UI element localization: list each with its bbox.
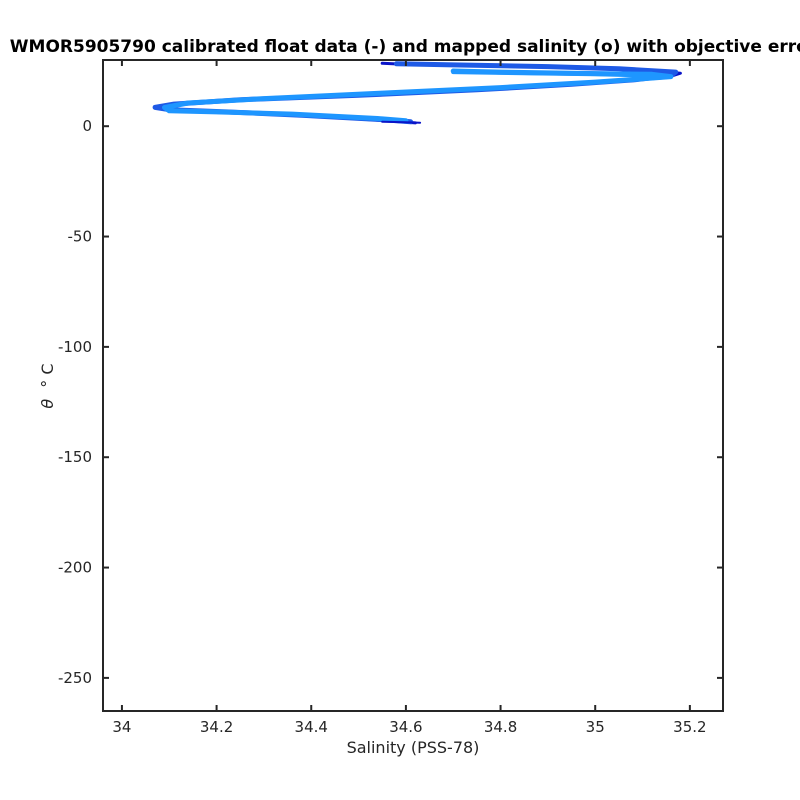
- series-line-5: [381, 120, 422, 124]
- y-axis-label-symbol: θ: [38, 399, 57, 409]
- plot-background: [103, 60, 723, 711]
- y-tick-label: -100: [58, 338, 92, 356]
- chart-title: WMOR5905790 calibrated float data (-) an…: [10, 37, 800, 57]
- x-tick-label: 34.2: [200, 718, 233, 736]
- x-tick-label: 35: [586, 718, 605, 736]
- x-tick-label: 35.2: [673, 718, 706, 736]
- plot-frame: [102, 59, 724, 712]
- x-tick-label: 34: [112, 718, 131, 736]
- y-axis-label: θ ° C: [38, 363, 57, 408]
- y-tick-label: 0: [82, 117, 92, 135]
- x-tick-label: 34.4: [295, 718, 328, 736]
- y-tick-label: -250: [58, 669, 92, 687]
- svg-text:θ ° C: θ ° C: [38, 363, 57, 408]
- y-tick-label: -50: [68, 228, 93, 246]
- x-tick-label: 34.8: [484, 718, 517, 736]
- ticks-layer: 34 34.2 34.4 34.6 34.8 35 35.2 -250 -200 -150 -100…: [58, 60, 723, 736]
- series-layer: [152, 61, 682, 125]
- y-tick-label: -150: [58, 448, 92, 466]
- x-axis-label: Salinity (PSS-78): [347, 738, 480, 757]
- x-tick-label: 34.6: [389, 718, 422, 736]
- y-axis-label-unit: ° C: [38, 363, 57, 387]
- y-tick-label: -200: [58, 559, 92, 577]
- series-line-4: [451, 70, 669, 79]
